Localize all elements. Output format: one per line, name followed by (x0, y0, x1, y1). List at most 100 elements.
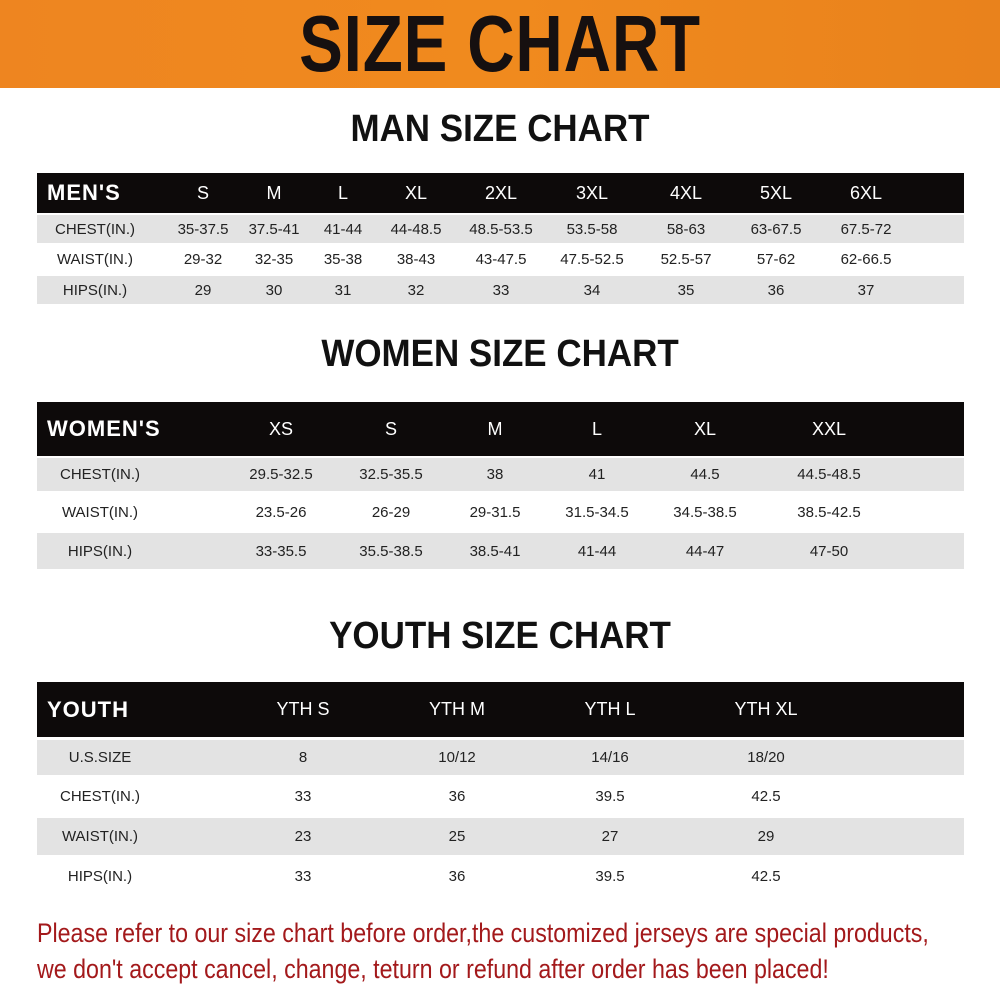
size-column-header: YTH M (429, 699, 485, 719)
table-cell: 34.5-38.5 (673, 504, 737, 521)
size-column-header: XL (404, 182, 428, 203)
table-cell: 35-38 (323, 250, 363, 268)
size-column-header: XXL (811, 418, 847, 439)
size-column-header: S (196, 182, 210, 203)
table-header-row: YOUTH YTH S YTH M YTH L YTH XL (37, 682, 964, 737)
table-cell: 26-29 (371, 504, 411, 521)
measure-label: WAIST(IN.) (56, 250, 134, 268)
notice-line-1: Please refer to our size chart before or… (37, 918, 929, 948)
table-cell: 39.5 (595, 788, 625, 805)
size-column-header: 6XL (849, 182, 883, 203)
table-row: HIPS(IN.) 29 30 31 32 33 34 35 36 37 (37, 276, 964, 304)
table-cell: 52.5-57 (660, 250, 712, 268)
men-section-title: MAN SIZE CHART (350, 108, 650, 150)
table-cell: 30 (265, 281, 283, 299)
size-column-header: YTH S (276, 699, 330, 719)
table-cell: 44-48.5 (390, 220, 442, 238)
table-cell: 44-47 (685, 542, 725, 560)
table-cell: 38-43 (396, 250, 436, 268)
table-cell: 34 (583, 281, 601, 299)
size-column-header: XL (693, 418, 717, 439)
table-cell: 25 (448, 828, 466, 845)
youth-section-title: YOUTH SIZE CHART (329, 615, 671, 657)
table-cell: 37 (857, 281, 875, 299)
table-cell: 31.5-34.5 (565, 504, 629, 521)
table-cell: 47-50 (809, 542, 849, 560)
table-header-label: WOMEN'S (47, 416, 161, 441)
table-cell: 35 (677, 281, 695, 299)
table-cell: 18/20 (747, 749, 785, 766)
table-cell: 44.5-48.5 (797, 466, 861, 483)
measure-label: U.S.SIZE (68, 749, 132, 766)
table-cell: 14/16 (591, 749, 629, 766)
table-cell: 62-66.5 (840, 250, 892, 268)
size-column-header: YTH XL (734, 699, 798, 719)
measure-label: WAIST(IN.) (61, 828, 139, 845)
measure-label: HIPS(IN.) (67, 868, 133, 885)
table-cell: 58-63 (666, 220, 706, 238)
table-cell: 33 (294, 788, 312, 805)
table-row: HIPS(IN.) 33 36 39.5 42.5 (37, 858, 964, 895)
table-row: WAIST(IN.) 23.5-26 26-29 29-31.5 31.5-34.5 34… (37, 495, 964, 530)
measure-label: CHEST(IN.) (60, 788, 140, 805)
table-cell: 39.5 (595, 868, 625, 885)
measure-label: CHEST(IN.) (60, 466, 140, 483)
table-cell: 38.5-41 (469, 542, 521, 560)
table-row: WAIST(IN.) 29-32 32-35 35-38 38-43 43-47.5 47.… (37, 245, 964, 273)
table-cell: 36 (448, 788, 466, 805)
table-row: HIPS(IN.) 33-35.5 35.5-38.5 38.5-41 41-44 44-… (37, 533, 964, 569)
measure-label: CHEST(IN.) (55, 220, 135, 238)
size-column-header: L (591, 418, 603, 439)
table-cell: 10/12 (438, 749, 476, 766)
table-row: CHEST(IN.) 33 36 39.5 42.5 (37, 778, 964, 815)
table-cell: 43-47.5 (475, 250, 527, 268)
table-header-row: MEN'S S M L XL 2XL 3XL 4XL 5XL 6XL (37, 173, 964, 213)
table-cell: 67.5-72 (840, 220, 892, 238)
banner-title: SIZE CHART (299, 0, 701, 88)
table-cell: 42.5 (751, 868, 781, 885)
table-header-label: YOUTH (47, 696, 129, 722)
table-cell: 35-37.5 (177, 220, 229, 238)
table-cell: 41-44 (323, 220, 363, 238)
table-cell: 48.5-53.5 (469, 220, 533, 238)
table-cell: 23.5-26 (255, 504, 307, 521)
table-cell: 37.5-41 (248, 220, 300, 238)
table-cell: 36 (767, 281, 785, 299)
table-cell: 53.5-58 (566, 220, 618, 238)
table-cell: 38.5-42.5 (797, 504, 861, 521)
table-row: U.S.SIZE 8 10/12 14/16 18/20 (37, 740, 964, 775)
table-row: CHEST(IN.) 29.5-32.5 32.5-35.5 38 41 44.5 44.5… (37, 458, 964, 491)
size-column-header: XS (268, 418, 294, 439)
measure-label: HIPS(IN.) (62, 281, 128, 299)
banner: SIZE CHART (0, 0, 1000, 88)
table-cell: 42.5 (751, 788, 781, 805)
table-cell: 29 (194, 281, 212, 299)
table-cell: 29-31.5 (469, 504, 521, 521)
table-header-label: MEN'S (47, 180, 121, 205)
size-column-header: YTH L (584, 699, 636, 719)
size-column-header: 3XL (575, 182, 609, 203)
size-column-header: M (266, 182, 282, 203)
table-cell: 38 (486, 466, 504, 483)
table-cell: 36 (448, 868, 466, 885)
measure-label: HIPS(IN.) (67, 542, 133, 560)
table-row: CHEST(IN.) 35-37.5 37.5-41 41-44 44-48.5 48.5… (37, 215, 964, 243)
table-cell: 41-44 (577, 542, 617, 560)
table-cell: 32-35 (254, 250, 294, 268)
table-cell: 27 (601, 828, 619, 845)
table-cell: 29 (757, 828, 775, 845)
table-cell: 44.5 (690, 466, 720, 483)
table-cell: 35.5-38.5 (359, 542, 423, 560)
women-section-title: WOMEN SIZE CHART (321, 333, 679, 375)
size-column-header: 2XL (484, 182, 518, 203)
size-column-header: 4XL (669, 182, 703, 203)
notice-line-2: we don't accept cancel, change, teturn o… (37, 954, 829, 984)
table-cell: 33-35.5 (255, 542, 307, 560)
table-cell: 32 (407, 281, 425, 299)
size-column-header: L (337, 182, 349, 203)
table-cell: 32.5-35.5 (359, 466, 423, 483)
size-column-header: S (384, 418, 398, 439)
size-column-header: M (487, 418, 503, 439)
table-cell: 47.5-52.5 (560, 250, 624, 268)
table-cell: 57-62 (756, 250, 796, 268)
